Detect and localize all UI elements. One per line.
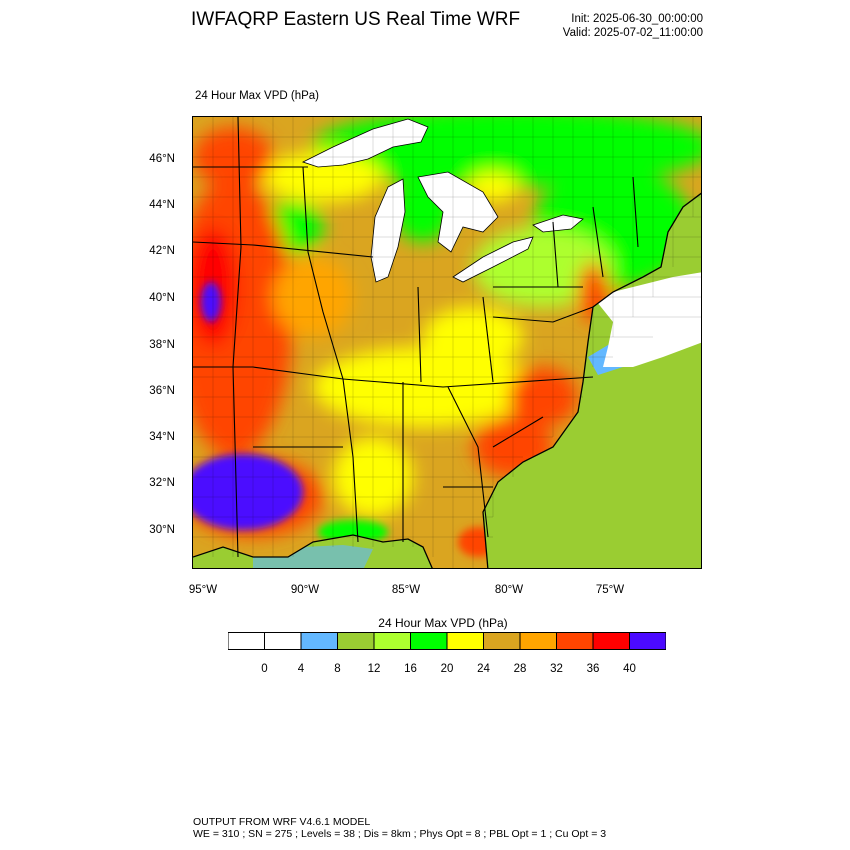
plot-title: IWFAQRP Eastern US Real Time WRF [191, 9, 521, 30]
colorbar-swatch [446, 632, 484, 650]
county-borders [193, 117, 701, 568]
lake-huron [417, 171, 499, 253]
colorbar-label: 28 [513, 663, 527, 675]
colorbar-label: 20 [440, 663, 454, 675]
atlantic-white [593, 272, 701, 367]
lake-ontario [532, 214, 584, 233]
map-panel [192, 116, 702, 569]
colorbar-swatch [556, 632, 594, 650]
colorbar-swatch [264, 632, 302, 650]
colorbar-title: 24 Hour Max VPD (hPa) [378, 616, 508, 630]
field-label: 24 Hour Max VPD (hPa) [195, 90, 319, 102]
colorbar-swatch [592, 632, 630, 650]
lon-label-75w: 75°W [595, 584, 625, 596]
colorbar-swatch [519, 632, 557, 650]
footer-model: OUTPUT FROM WRF V4.6.1 MODEL [193, 816, 371, 828]
lat-label-34n: 34°N [149, 431, 175, 443]
colorbar-swatch [410, 632, 448, 650]
footer-config: WE = 310 ; SN = 275 ; Levels = 38 ; Dis … [193, 828, 607, 840]
lat-label-38n: 38°N [149, 339, 175, 351]
lon-label-80w: 80°W [494, 584, 524, 596]
lon-label-85w: 85°W [391, 584, 421, 596]
colorbar-label: 32 [550, 663, 563, 675]
lat-label-32n: 32°N [149, 477, 175, 489]
colorbar-swatch [483, 632, 521, 650]
colorbar-swatch [373, 632, 411, 650]
colorbar-swatch [228, 632, 265, 650]
colorbar-label: 12 [367, 663, 381, 675]
lat-label-42n: 42°N [149, 245, 175, 257]
colorbar-swatch [629, 632, 666, 650]
colorbar-label: 40 [623, 663, 636, 675]
colorbar-label: 4 [297, 663, 305, 675]
lat-label-46n: 46°N [149, 153, 175, 165]
gulf-blue [253, 545, 373, 568]
lon-label-90w: 90°W [290, 584, 320, 596]
lat-label-44n: 44°N [149, 199, 175, 211]
lat-label-30n: 30°N [149, 524, 175, 536]
lon-label-95w: 95°W [188, 584, 218, 596]
colorbar [228, 632, 666, 650]
lake-superior [301, 118, 429, 168]
colorbar-swatch [337, 632, 375, 650]
colorbar-label: 24 [477, 663, 490, 675]
colorbar-label: 0 [261, 663, 268, 675]
valid-time: Valid: 2025-07-02_11:00:00 [562, 27, 703, 39]
coastline [193, 192, 701, 568]
colorbar-swatch [300, 632, 338, 650]
init-time: Init: 2025-06-30_00:00:00 [571, 13, 703, 25]
vpd-map [193, 117, 701, 568]
lat-label-36n: 36°N [149, 385, 175, 397]
colorbar-label: 8 [334, 663, 341, 675]
lat-label-40n: 40°N [149, 292, 175, 304]
colorbar-label: 36 [586, 663, 600, 675]
colorbar-label: 16 [404, 663, 417, 675]
